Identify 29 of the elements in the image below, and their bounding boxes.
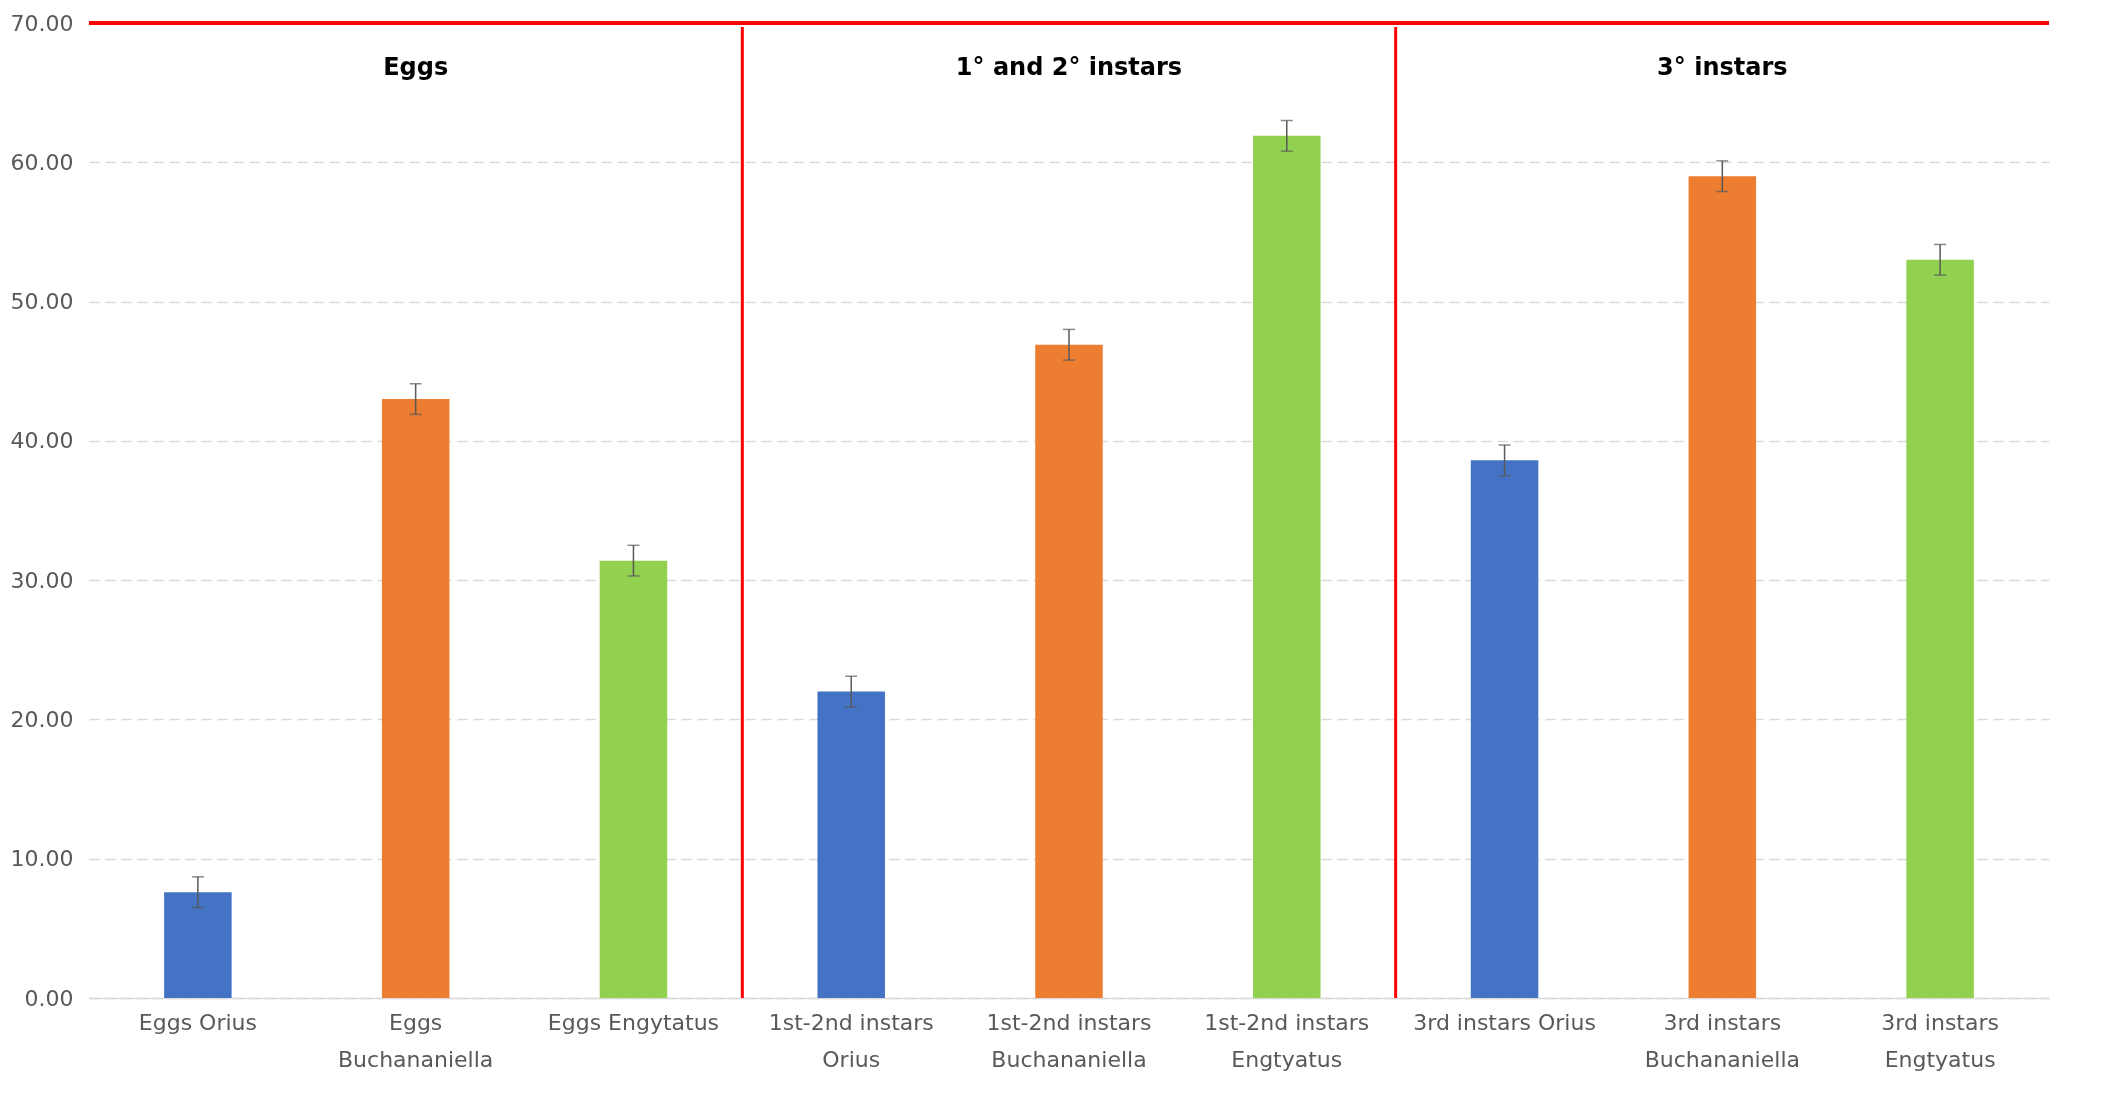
bar bbox=[164, 892, 232, 998]
annotation: 1° and 2° instars bbox=[955, 53, 1183, 81]
bar bbox=[1470, 460, 1539, 998]
x-tick-label: Eggs Engytatus bbox=[547, 1009, 720, 1035]
bar bbox=[1688, 176, 1757, 998]
y-tick-label: 0.00 bbox=[24, 985, 74, 1011]
y-tick-label: 60.00 bbox=[10, 149, 74, 175]
bar bbox=[1035, 344, 1103, 998]
x-tick-label: 1st-2nd instars Orius bbox=[768, 1009, 934, 1072]
x-tick-label: 1st-2nd instars Engtyatus bbox=[1204, 1009, 1370, 1072]
x-tick-label: 3rd instars Engtyatus bbox=[1881, 1009, 1999, 1072]
y-tick-label: 30.00 bbox=[10, 567, 74, 593]
y-tick-label: 70.00 bbox=[10, 10, 74, 36]
bar bbox=[381, 399, 450, 998]
y-tick-label: 20.00 bbox=[10, 706, 74, 732]
bar bbox=[817, 691, 885, 998]
bar bbox=[1906, 259, 1974, 998]
x-tick-label: Eggs Buchananiella bbox=[338, 1009, 494, 1072]
annotation: Eggs bbox=[383, 53, 449, 81]
y-tick-label: 40.00 bbox=[10, 428, 74, 454]
y-tick-label: 10.00 bbox=[10, 846, 74, 872]
x-tick-label: 3rd instars Buchananiella bbox=[1644, 1009, 1800, 1072]
x-tick-label: Eggs Orius bbox=[138, 1009, 257, 1035]
bar bbox=[1253, 135, 1321, 998]
annotation: 3° instars bbox=[1657, 53, 1788, 81]
y-tick-label: 50.00 bbox=[10, 289, 74, 315]
x-tick-label: 3rd instars Orius bbox=[1413, 1009, 1596, 1035]
x-tick-label: 1st-2nd instars Buchananiella bbox=[986, 1009, 1152, 1072]
bar bbox=[599, 560, 668, 998]
